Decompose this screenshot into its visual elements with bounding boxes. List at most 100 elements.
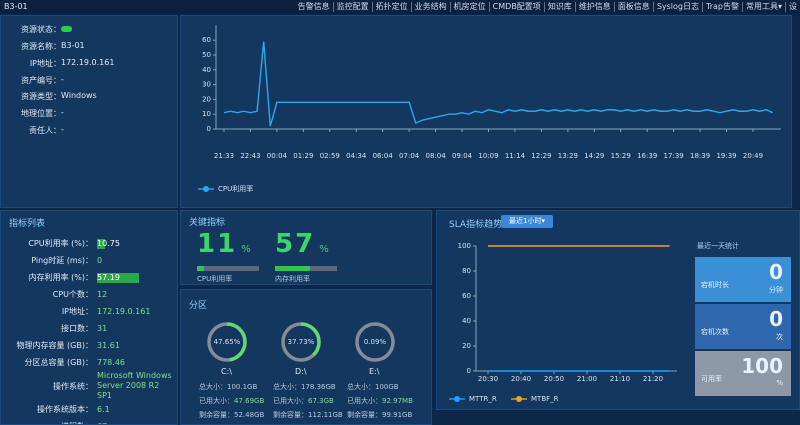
partition-info-value: 67.3GB (308, 397, 334, 405)
nav-link[interactable]: 知识库 (543, 2, 575, 12)
partition-info-value: 52.48GB (234, 411, 265, 419)
key-metric-bar (275, 266, 311, 271)
stat-label: 可用率 (701, 375, 722, 383)
x-tick-label: 21:33 (214, 152, 234, 160)
nav-link[interactable]: 监控配置 (332, 2, 372, 12)
x-tick-label: 06:04 (373, 152, 394, 160)
metric-value-cell: 67 (97, 422, 175, 425)
x-tick-label: 09:04 (452, 152, 473, 160)
metric-value: 172.19.0.161 (97, 306, 151, 316)
legend-dot (516, 396, 522, 402)
key-metric-label: CPU利用率 (197, 275, 233, 283)
y-tick-label: 60 (462, 292, 471, 300)
info-value: B3-01 (61, 41, 85, 50)
key-metric-value: 11 (197, 229, 238, 259)
x-tick-label: 21:20 (643, 375, 663, 383)
nav-link[interactable]: 面板信息 (613, 2, 653, 12)
y-tick-label: 10 (202, 110, 211, 118)
metric-value: Microsoft Windows Server 2008 R2 SP1 (97, 371, 172, 400)
legend-label: MTTR_R (469, 395, 497, 403)
gauge: 37.73% (281, 322, 321, 362)
key-metrics-panel: 关键指标 11% CPU利用率 57% 内存利用率 (180, 210, 432, 285)
nav-link[interactable]: 告警信息 (297, 2, 330, 11)
partition-info: 剩余容量：52.48GB (199, 410, 264, 420)
metric-value-cell: 57.19 (97, 272, 175, 283)
resource-title: B3-01 (4, 2, 28, 11)
info-label: 责任人： (29, 126, 61, 135)
y-tick-label: 40 (202, 66, 211, 74)
partition-info: 总大小：100GB (347, 382, 399, 392)
stat-unit: % (776, 379, 783, 387)
partition-info-value: 112.11GB (308, 411, 343, 419)
x-tick-label: 00:04 (267, 152, 288, 160)
key-metric: 11% (197, 229, 251, 259)
info-row: 资源名称： B3-01 (1, 41, 177, 55)
nav-link[interactable]: 拓扑定位 (371, 2, 411, 12)
range-text[interactable]: 最近1小时 (509, 217, 542, 225)
partition-info-label: 已用大小： (199, 397, 234, 405)
info-label: 地理位置： (21, 109, 61, 119)
range-dropdown[interactable]: 最近1小时▾ (501, 215, 553, 228)
y-tick-label: 100 (458, 242, 471, 250)
x-tick-label: 15:29 (611, 152, 631, 160)
partition-info: 已用大小：67.3GB (273, 396, 334, 406)
stat-tile: 宕机时长 0 分钟 (695, 257, 791, 302)
nav-link[interactable]: Trap告警 (702, 2, 742, 12)
gauge-arc (355, 322, 395, 362)
info-label: IP地址： (29, 58, 61, 68)
stat-unit: 分钟 (769, 286, 783, 294)
nav-link[interactable]: 常用工具 (741, 2, 785, 12)
panel-title: 关键指标 (189, 218, 226, 228)
metric-label: 接口数： (61, 324, 93, 333)
metric-label: 内存利用率 (%)： (28, 273, 93, 282)
nav-link[interactable]: 维护信息 (574, 2, 614, 12)
partition-info: 剩余容量：99.91GB (347, 410, 412, 420)
y-tick-label: 80 (462, 267, 471, 275)
nav-link[interactable]: 机房定位 (449, 2, 489, 12)
metric-value-cell: 10.75 (97, 238, 175, 249)
partition-info: 已用大小：92.97MB (347, 396, 413, 406)
x-tick-label: 20:40 (511, 375, 531, 383)
key-metric-track (275, 266, 337, 271)
x-tick-label: 19:39 (716, 152, 736, 160)
panel-title: SLA指标趋势 (449, 220, 503, 230)
panel-title: 分区 (189, 301, 208, 311)
metric-value: 778.46 (97, 357, 125, 367)
nav-link[interactable]: CMDB配置项 (488, 2, 544, 12)
y-tick-label: 60 (202, 36, 211, 44)
metric-row: 接口数： 31 (1, 320, 177, 337)
info-row: IP地址： 172.19.0.161 (1, 58, 177, 72)
stat-value: 0 (769, 307, 783, 331)
info-label: 资源名称： (21, 42, 61, 51)
partition-info: 总大小：100.1GB (199, 382, 257, 392)
metric-label: CPU个数： (52, 290, 93, 299)
metric-row: 进程数： 67 (1, 418, 177, 425)
key-metric-unit: % (319, 244, 329, 255)
partition-info: 剩余容量：112.11GB (273, 410, 343, 420)
nav-link[interactable]: 业务结构 (410, 2, 450, 12)
partition-info-label: 总大小： (347, 383, 375, 391)
nav-link[interactable]: 设 (785, 2, 800, 12)
info-label: 资源状态： (21, 25, 61, 34)
legend-label: MTBF_R (531, 395, 559, 403)
metric-row: 内存利用率 (%)： 57.19 (1, 269, 177, 286)
stat-tile: 可用率 100% (695, 351, 791, 396)
x-tick-label: 10:09 (478, 152, 498, 160)
partition-info-label: 总大小： (273, 383, 301, 391)
key-metric-value: 57 (275, 229, 316, 259)
y-tick-label: 0 (207, 125, 211, 133)
stat-unit: 次 (776, 333, 783, 341)
cpu-chart-panel: 0 10 20 30 40 50 60 21:33 22:43 00:04 01:29 02:59 04… (180, 15, 792, 208)
partition-info-label: 已用大小： (347, 397, 382, 405)
x-tick-label: 13:29 (558, 152, 578, 160)
info-label: 资产编号： (21, 75, 61, 85)
nav: 告警信息 监控配置 拓扑定位 业务结构 机房定位 CMDB配置项 知识库 维护信息 面板信息 Sy… (295, 2, 800, 12)
legend-dot (454, 396, 460, 402)
partition-info-label: 总大小： (199, 383, 227, 391)
metric-value-cell: 6.1 (97, 405, 175, 415)
partition-info-label: 剩余容量： (273, 411, 308, 419)
y-tick-label: 20 (462, 342, 471, 350)
nav-link[interactable]: Syslog日志 (652, 2, 702, 12)
series-line (223, 41, 774, 127)
